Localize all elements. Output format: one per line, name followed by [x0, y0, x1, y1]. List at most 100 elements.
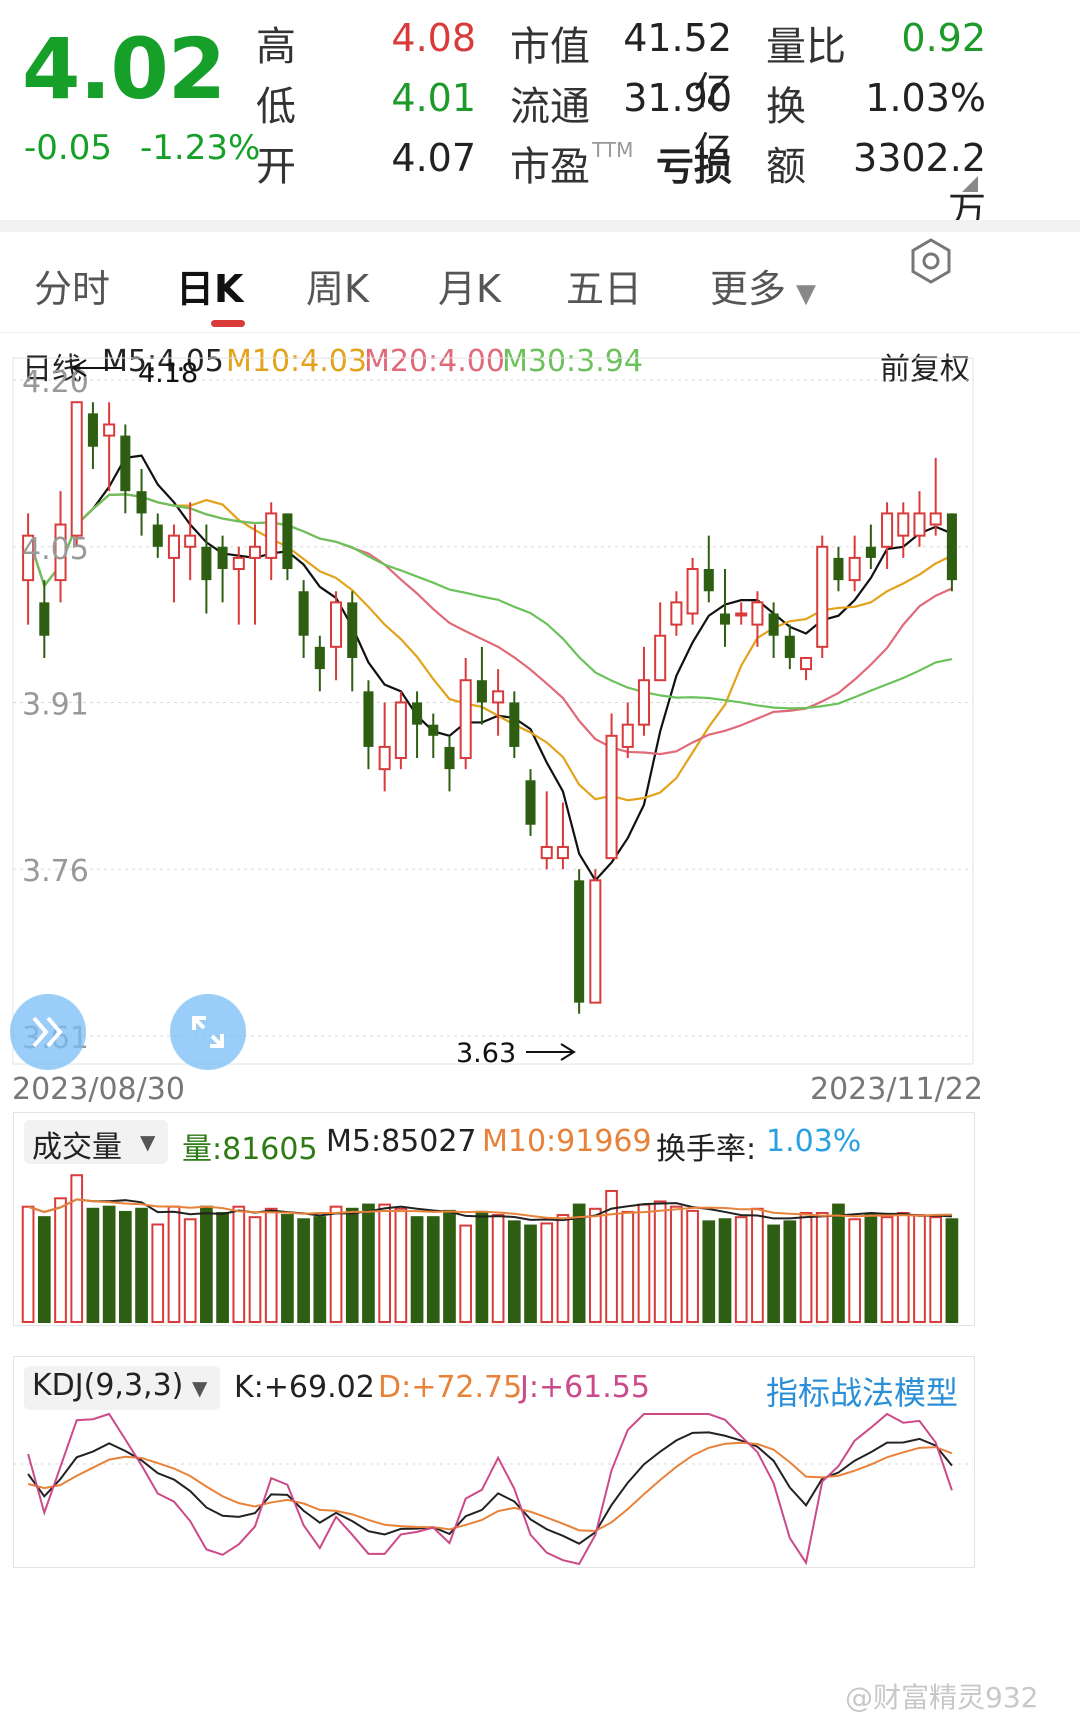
candle-body	[282, 513, 293, 570]
candle-body	[201, 546, 212, 581]
mcap-label: 市值	[510, 24, 590, 70]
period-tab-bar	[0, 232, 1080, 333]
volume-bar	[54, 1197, 67, 1324]
double-chevron-icon	[32, 1016, 63, 1048]
tab-weekly-k[interactable]: 周K	[306, 267, 369, 311]
candle-body	[929, 512, 942, 526]
ma5-line	[27, 454, 953, 883]
volume-bar	[832, 1203, 845, 1324]
candle-body	[298, 591, 309, 636]
scroll-left-button[interactable]	[10, 994, 86, 1070]
volume-bar	[135, 1207, 148, 1324]
kchart-frame	[12, 357, 974, 1065]
volume-bar	[588, 1207, 602, 1324]
mcap-value: 41.52亿	[623, 16, 732, 113]
pe-ttm-superscript: TTM	[592, 138, 634, 162]
candle-body	[881, 512, 894, 548]
pe-value: 亏损	[655, 145, 732, 189]
kdj-d-value: D:+72.75	[378, 1370, 523, 1405]
candle-body	[103, 423, 116, 437]
candle-body	[265, 512, 278, 559]
volume-bar	[297, 1218, 310, 1323]
tab-five-day[interactable]: 五日	[566, 267, 643, 311]
tab-more-label: 更多	[710, 267, 787, 311]
candle-body	[605, 734, 618, 860]
triangle-down-icon: ▼	[140, 1130, 156, 1154]
volume-bar	[540, 1222, 554, 1323]
open-value: 4.07	[391, 136, 476, 180]
ma30-legend: M30:3.94	[502, 344, 643, 379]
volume-bar	[281, 1214, 294, 1323]
volume-bar	[767, 1224, 780, 1323]
candle-body	[217, 546, 228, 570]
volume-bar	[945, 1218, 959, 1323]
candle-body	[703, 569, 714, 592]
high-value: 4.08	[391, 16, 476, 60]
turnover-rate-label: 换手率:	[656, 1132, 757, 1167]
tab-intraday[interactable]: 分时	[34, 267, 111, 311]
volume-bar	[880, 1216, 894, 1323]
candle-body	[509, 702, 520, 747]
volume-bar	[118, 1210, 132, 1323]
candle-body	[330, 601, 343, 648]
candle-body	[428, 724, 439, 736]
max-arrow-head-icon	[71, 359, 87, 377]
tab-daily-k[interactable]: 日K	[176, 267, 244, 311]
volume-bar	[783, 1220, 797, 1323]
candle-body	[768, 613, 779, 636]
tab-more[interactable]: 更多 ▼	[710, 258, 816, 313]
candle-body	[719, 613, 731, 625]
volume-ratio-value: 0.92	[901, 16, 986, 60]
hexagon-settings-icon[interactable]	[906, 236, 956, 286]
volume-bar	[572, 1203, 586, 1324]
expand-icon	[192, 1016, 224, 1048]
candle-body	[833, 557, 844, 581]
volume-bar	[232, 1205, 246, 1324]
volume-bar	[556, 1214, 570, 1323]
min-price-annotation: 3.63	[456, 1038, 516, 1069]
candle-body	[525, 780, 536, 825]
y-tick-label: 3.76	[22, 854, 89, 889]
quote-header	[0, 0, 1080, 220]
candle-body	[492, 690, 505, 704]
float-value: 31.90亿	[623, 76, 732, 173]
header-divider	[0, 220, 1080, 232]
volume-ma5: M5:85027	[326, 1124, 477, 1159]
volume-bar	[248, 1216, 262, 1323]
kdj-j-line	[27, 1412, 953, 1566]
candle-body	[347, 602, 358, 658]
volume-bar	[86, 1207, 100, 1324]
fullscreen-button[interactable]	[170, 994, 246, 1070]
ma30-line	[27, 493, 953, 710]
amount-label: 额	[766, 144, 806, 190]
volume-bar	[410, 1216, 424, 1323]
volume-ratio-label: 量比	[766, 24, 846, 70]
kdj-k-value: K:+69.02	[234, 1370, 375, 1405]
volume-bar	[70, 1174, 84, 1323]
candle-body	[574, 880, 585, 1003]
volume-bar	[507, 1220, 521, 1323]
volume-bar	[734, 1216, 748, 1323]
chart-end-date: 2023/11/22	[810, 1072, 983, 1107]
triangle-down-icon: ▼	[796, 279, 817, 309]
y-tick-label: 3.91	[22, 687, 89, 722]
indicator-dropdown[interactable]: KDJ(9,3,3) ▼	[24, 1366, 220, 1410]
volume-bar	[329, 1205, 343, 1324]
expand-corner-icon[interactable]	[962, 176, 978, 192]
triangle-down-icon: ▼	[192, 1376, 208, 1400]
volume-dropdown[interactable]: 成交量 ▼	[24, 1120, 168, 1165]
volume-bar	[815, 1211, 829, 1324]
candle-body	[621, 723, 634, 748]
candle-body	[476, 680, 487, 703]
candle-body	[136, 491, 147, 514]
indicator-strategy-link[interactable]: 指标战法模型	[766, 1374, 959, 1412]
candle-body	[378, 745, 391, 771]
pe-label: 市盈	[510, 144, 590, 190]
candle-body	[152, 524, 163, 547]
price-change: -0.05	[24, 128, 112, 168]
tab-monthly-k[interactable]: 月K	[438, 267, 501, 311]
volume-ma10: M10:91969	[482, 1124, 652, 1159]
volume-bar	[605, 1189, 618, 1324]
